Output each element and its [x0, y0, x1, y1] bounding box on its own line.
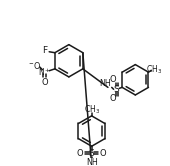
- Text: F: F: [42, 46, 47, 55]
- Text: O: O: [77, 149, 84, 158]
- Text: O: O: [109, 75, 116, 84]
- Text: S: S: [89, 149, 95, 158]
- Text: O: O: [100, 149, 106, 158]
- Text: O: O: [109, 94, 116, 103]
- Text: NH: NH: [87, 158, 98, 166]
- Text: O: O: [41, 78, 48, 87]
- Text: S: S: [114, 85, 119, 94]
- Text: CH$_3$: CH$_3$: [84, 104, 100, 116]
- Text: N$^+$: N$^+$: [38, 66, 51, 78]
- Text: CH$_3$: CH$_3$: [146, 63, 162, 76]
- Text: $^{-}$O: $^{-}$O: [28, 60, 40, 71]
- Text: NH: NH: [99, 79, 111, 88]
